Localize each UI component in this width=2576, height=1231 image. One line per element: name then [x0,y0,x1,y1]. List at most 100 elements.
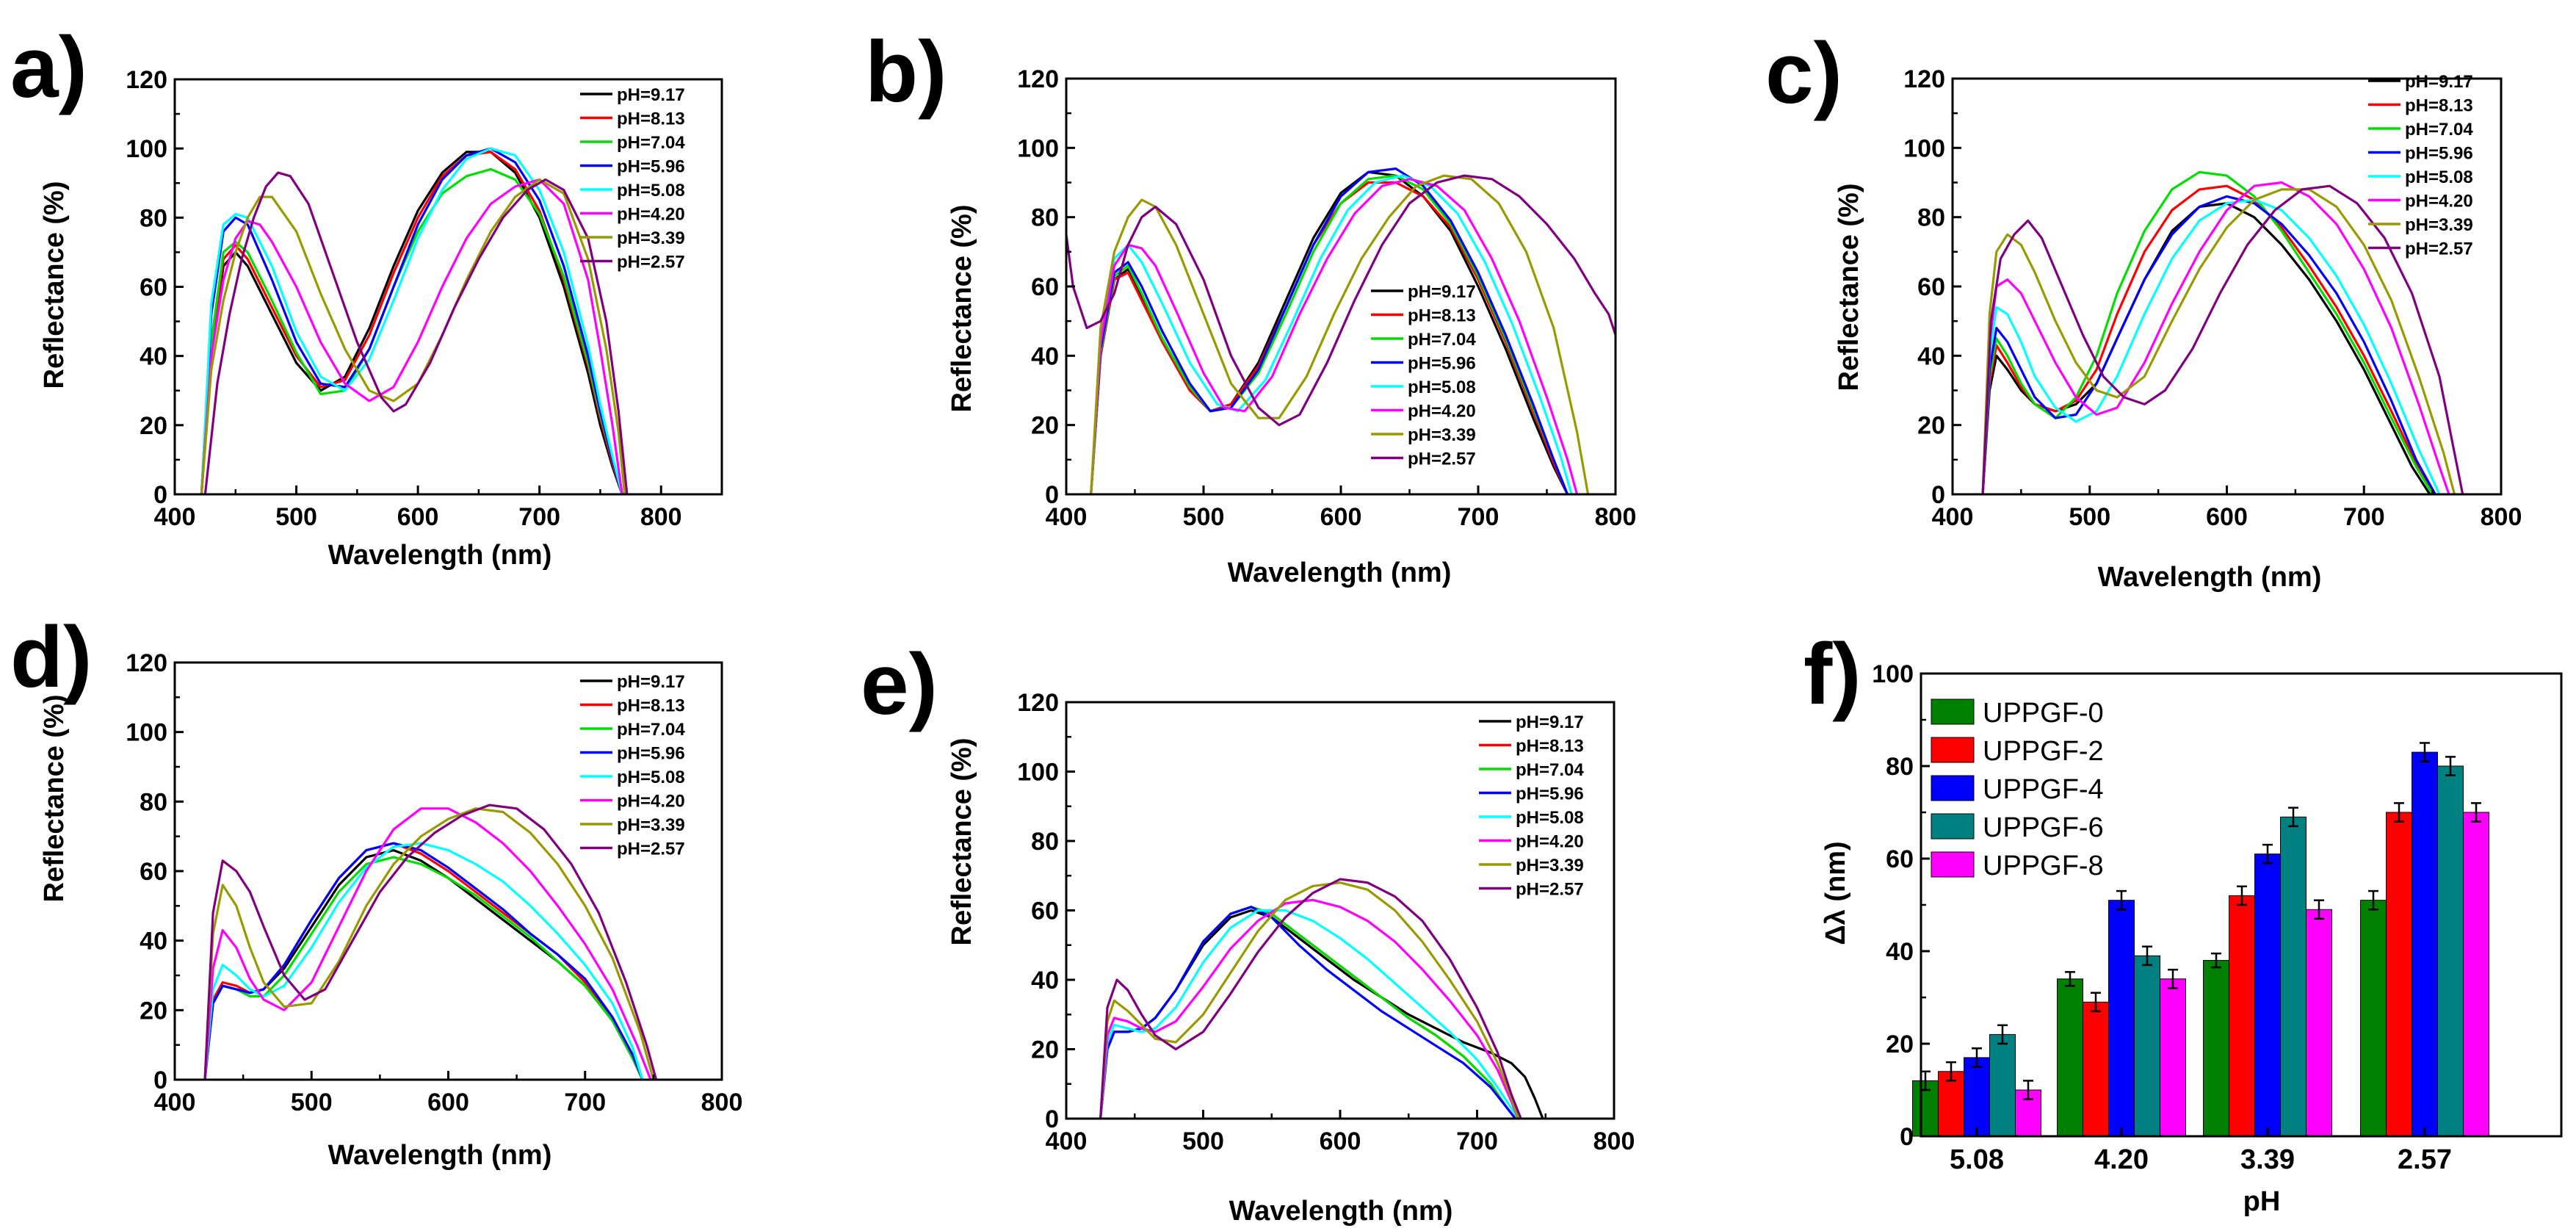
series-group [203,804,658,1080]
legend-label: pH=2.57 [617,840,685,859]
chart-panel-d: Reflectance (%) Wavelength (nm) [39,695,551,1171]
bar-UPPGF-8-3.39 [2306,909,2332,1137]
x-tick-label: 700 [1456,1127,1498,1155]
series-line-pH-8.13 [203,842,644,1080]
bar-UPPGF-4-3.39 [2254,853,2281,1137]
series-line-pH-8.13 [1099,906,1516,1119]
series-line-pH-5.96 [1090,167,1569,494]
x-axis-label: Wavelength (nm) [2098,562,2322,593]
legend-label: pH=5.08 [1516,808,1584,828]
y-tick-label: 60 [140,274,167,302]
y-axis-label: Reflectance (%) [947,205,977,413]
legend-label: pH=4.20 [1408,402,1476,422]
x-tick-label: 700 [564,1089,606,1116]
series-group [200,147,629,494]
bar-UPPGF-4-5.08 [1964,1057,1990,1137]
x-tick-label: 400 [1046,503,1088,531]
legend-label: pH=8.13 [1408,306,1476,326]
y-tick-label: 60 [1917,273,1945,301]
series-group [1981,170,2464,494]
bar-UPPGF-6-2.57 [2437,765,2464,1137]
y-tick-label: 40 [1886,938,1914,966]
y-axis-label: Reflectance (%) [1834,184,1864,391]
x-tick-label: 800 [640,503,682,531]
panel-letter-c: c) [1765,25,1842,122]
series-line-pH-7.04 [200,167,623,494]
chart-panel-c: Reflectance (%) Wavelength (nm) [1834,184,2321,593]
legend: pH=9.17 pH=8.13 pH=7.04 pH=5.96 pH=5.08 pH=4.… [1479,712,1584,900]
legend-label: pH=8.13 [617,696,685,716]
y-tick-label: 120 [1017,65,1059,93]
y-tick-label: 20 [1917,412,1945,440]
series-line-pH-8.13 [200,151,623,494]
chart-panel-f: Δλ (nm) pH [1820,841,2280,1217]
series-line-pH-4.20 [1981,181,2450,494]
y-tick-label: 20 [1886,1030,1914,1058]
y-tick-label: 0 [1045,1105,1059,1133]
legend: pH=9.17 pH=8.13 pH=7.04 pH=5.96 pH=5.08 pH=4.… [580,85,685,272]
bar-UPPGF-4-2.57 [2412,751,2438,1137]
legend-label: pH=3.39 [617,228,685,248]
series-line-pH-4.20 [203,807,652,1080]
panel-letter-a: a) [10,19,87,116]
y-tick-label: 60 [1886,845,1914,873]
legend-label: pH=9.17 [617,85,685,105]
y-tick-label: 20 [1031,412,1059,440]
series-line-pH-5.08 [1090,174,1573,494]
legend-swatch-UPPGF-0 [1931,698,1975,725]
y-tick-label: 80 [1031,828,1059,856]
series-line-pH-5.08 [1981,198,2441,494]
y-tick-label: 80 [1917,204,1945,232]
panel-letter-b: b) [865,24,947,120]
series-line-pH-9.17 [1099,909,1544,1119]
x-tick-label: 600 [1320,1127,1361,1155]
legend-label: pH=7.04 [1408,330,1476,350]
series-line-pH-4.20 [1099,898,1519,1119]
legend-label: pH=5.96 [1408,354,1476,374]
bar-UPPGF-0-3.39 [2203,960,2229,1137]
legend-label: pH=2.57 [617,253,685,272]
y-tick-label: 40 [140,343,167,371]
legend-label: UPPGF-8 [1983,851,2104,881]
x-axis-label: Wavelength (nm) [1228,557,1452,588]
legend-label: pH=5.96 [617,157,685,177]
x-tick-label: 800 [701,1089,743,1116]
series-line-pH-2.57 [1066,174,1616,427]
x-tick-label: 600 [397,503,439,531]
y-tick-label: 100 [126,719,167,747]
y-tick-label: 80 [1886,753,1914,781]
x-tick-label: 500 [2069,503,2110,531]
series-line-pH-3.39 [203,807,655,1080]
x-tick-label: 700 [1458,503,1499,531]
legend-label: pH=9.17 [1516,712,1584,732]
line-chart-b: 400 500 600 700 800020406080100120pH=9.17pH=… [1017,65,1636,531]
y-tick-label: 0 [1931,481,1945,509]
bar-UPPGF-6-5.08 [1989,1033,2016,1137]
x-tick-label: 600 [427,1089,469,1116]
legend-label: pH=5.96 [617,744,685,764]
y-tick-label: 100 [126,135,167,163]
legend-label: pH=2.57 [1408,450,1476,469]
y-tick-label: 120 [1903,65,1945,93]
series-line-pH-2.57 [203,804,658,1080]
legend-label: UPPGF-4 [1983,774,2104,805]
series-line-pH-5.96 [1099,906,1516,1119]
series-line-pH-3.39 [1099,881,1519,1119]
legend-label: pH=5.96 [2405,144,2473,164]
series-line-pH-2.57 [203,171,629,494]
legend-label: pH=8.13 [2405,96,2473,116]
legend-label: pH=4.20 [2405,192,2473,212]
y-tick-label: 100 [1017,759,1059,787]
legend-label: pH=5.08 [617,181,685,201]
y-tick-label: 80 [140,204,167,232]
series-line-pH-7.04 [1099,906,1516,1119]
legend-swatch-UPPGF-8 [1931,851,1975,878]
series-line-pH-4.20 [1090,178,1579,494]
x-tick-label: 400 [1046,1127,1088,1155]
y-tick-label: 80 [1031,204,1059,232]
y-tick-label: 20 [140,412,167,440]
legend-label: pH=7.04 [2405,120,2473,140]
x-tick-label: 600 [2206,503,2248,531]
